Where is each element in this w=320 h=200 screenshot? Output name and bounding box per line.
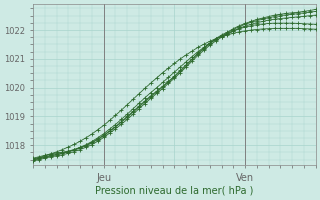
X-axis label: Pression niveau de la mer( hPa ): Pression niveau de la mer( hPa ): [95, 186, 253, 196]
